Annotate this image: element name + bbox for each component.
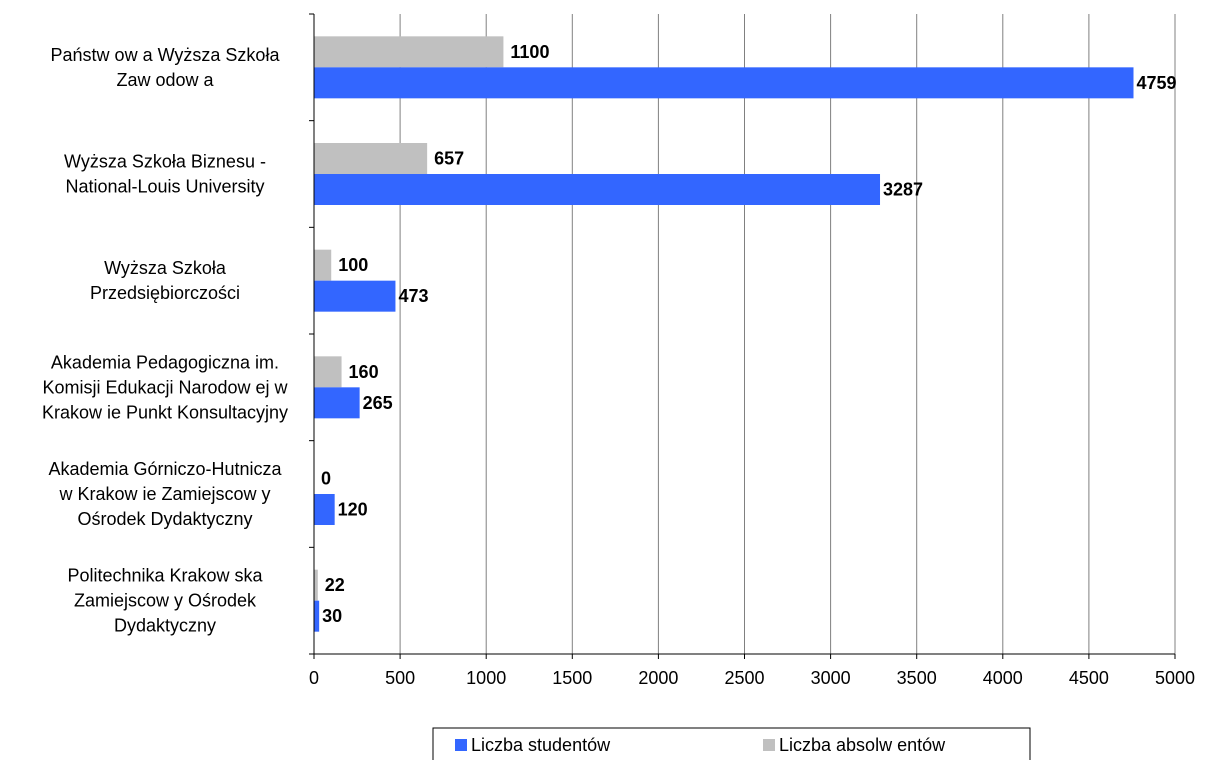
bar-studenci <box>314 387 360 419</box>
legend-label: Liczba absolw entów <box>779 735 946 755</box>
x-tick-label: 1500 <box>552 668 592 688</box>
category-label: Akademia Pedagogiczna im. <box>51 352 279 372</box>
category-label: Wyższa Szkoła <box>104 258 227 278</box>
category-label: Państw ow a Wyższa Szkoła <box>51 45 281 65</box>
data-labels: 1100 4759 657 3287 100 473 160 265 0 120 22 30 <box>321 42 1177 626</box>
x-tick-label: 4000 <box>983 668 1023 688</box>
x-tick-label: 3000 <box>811 668 851 688</box>
category-label: Zamiejscow y Ośrodek <box>74 591 257 611</box>
bar-studenci <box>314 67 1134 99</box>
category-label: Krakow ie Punkt Konsultacyjny <box>42 402 288 422</box>
grid-lines <box>399 14 1176 654</box>
bar-studenci <box>314 494 335 525</box>
x-tick-label: 2500 <box>724 668 764 688</box>
category-label: National-Louis University <box>65 177 264 197</box>
bar-studenci <box>314 600 320 632</box>
data-label-studenci: 120 <box>338 500 368 520</box>
legend: Liczba studentów Liczba absolw entów <box>432 727 1031 760</box>
bar-absolwenci <box>314 36 504 68</box>
legend-swatch <box>455 739 467 751</box>
x-tick-label: 4500 <box>1069 668 1109 688</box>
data-label-absolwenci: 0 <box>321 469 331 489</box>
data-label-absolwenci: 100 <box>338 255 368 275</box>
bar-absolwenci <box>314 143 428 174</box>
legend-swatch <box>763 739 775 751</box>
legend-label: Liczba studentów <box>471 735 611 755</box>
data-label-absolwenci: 657 <box>434 149 464 169</box>
category-label: Ośrodek Dydaktyczny <box>77 509 252 529</box>
x-tick-label: 2000 <box>638 668 678 688</box>
bar-studenci <box>314 280 396 312</box>
x-tick-label: 3500 <box>897 668 937 688</box>
x-tick-label: 1000 <box>466 668 506 688</box>
data-label-studenci: 265 <box>363 393 393 413</box>
category-label: Dydaktyczny <box>114 616 216 636</box>
bar-absolwenci <box>314 356 342 388</box>
category-label: Komisji Edukacji Narodow ej w <box>42 377 288 397</box>
category-label: Politechnika Krakow ska <box>67 566 263 586</box>
data-label-studenci: 3287 <box>883 180 923 200</box>
x-tick-label: 5000 <box>1155 668 1195 688</box>
x-tick-labels: 0 500 1000 1500 2000 2500 3000 3500 4000 4500 5000 <box>309 668 1195 688</box>
legend-box <box>432 727 1031 760</box>
data-label-studenci: 4759 <box>1136 73 1176 93</box>
category-label: Wyższa Szkoła Biznesu - <box>64 152 266 172</box>
category-label: w Krakow ie Zamiejscow y <box>58 484 270 504</box>
bar-absolwenci <box>314 569 318 601</box>
data-label-absolwenci: 22 <box>325 575 345 595</box>
axes <box>309 13 1176 659</box>
bar-absolwenci <box>314 249 332 281</box>
category-label: Przedsiębiorczości <box>90 283 240 303</box>
data-label-absolwenci: 1100 <box>510 42 549 62</box>
x-tick-label: 500 <box>385 668 415 688</box>
data-label-studenci: 473 <box>398 286 428 306</box>
category-labels: Państw ow a Wyższa Szkoła Zaw odow a Wyższ… <box>42 45 289 636</box>
data-label-absolwenci: 160 <box>349 362 379 382</box>
data-label-studenci: 30 <box>322 606 342 626</box>
bars <box>314 36 1134 632</box>
bar-studenci <box>314 174 881 205</box>
category-label: Akademia Górniczo-Hutnicza <box>48 459 282 479</box>
category-label: Zaw odow a <box>116 70 214 90</box>
x-tick-label: 0 <box>309 668 319 688</box>
